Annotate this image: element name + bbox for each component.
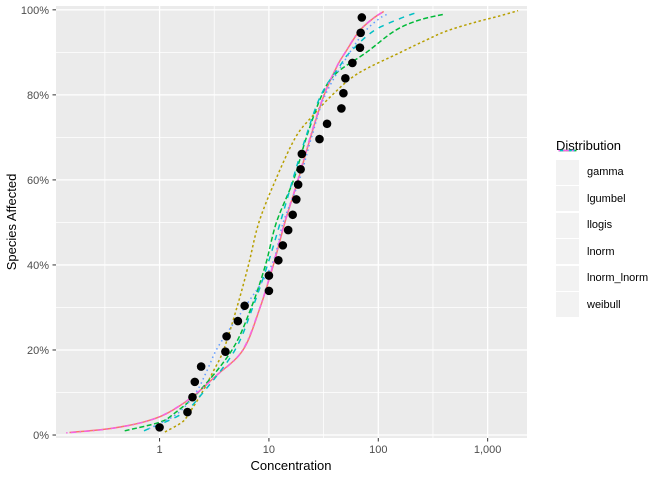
y-tick-label: 20%: [27, 345, 49, 357]
data-point: [341, 73, 350, 83]
legend-item-lnorm: lnorm: [556, 149, 648, 266]
y-tick-label: 60%: [27, 175, 49, 187]
legend-key-llogis: [556, 149, 579, 238]
legend-item-weibull: weibull: [556, 149, 648, 319]
data-point: [278, 241, 288, 250]
data-point: [315, 134, 324, 144]
data-point: [188, 392, 197, 402]
axis-tick-labels: 1 10 100 1,000 0% 20% 40% 60% 80% 100%: [21, 5, 502, 456]
gridlines-minor: [56, 6, 527, 438]
data-point: [355, 43, 365, 52]
legend-key-gamma: [556, 149, 579, 185]
curve-llogis: [124, 13, 445, 432]
data-point: [221, 347, 230, 356]
legend-key-weibull: [556, 149, 579, 318]
data-point: [183, 407, 192, 417]
data-point: [339, 88, 348, 98]
y-tick-label: 80%: [27, 90, 49, 102]
data-point: [274, 255, 283, 265]
gridlines-major: [56, 6, 527, 438]
x-tick-label: 100: [369, 444, 387, 456]
curve-weibull: [66, 11, 383, 434]
data-point: [356, 28, 365, 38]
data-point: [296, 164, 305, 174]
legend-item-llogis: llogis: [556, 149, 648, 239]
legend-key-lgumbel: [556, 149, 579, 212]
data-point: [357, 13, 367, 22]
data-point: [233, 316, 243, 326]
legend: Distribution gamma lgumbel llogis lnorm lnor…: [556, 138, 648, 318]
data-point: [196, 362, 206, 371]
data-point: [283, 225, 293, 235]
curve-lgumbel: [164, 9, 519, 433]
data-point: [264, 286, 274, 296]
data-point: [293, 180, 303, 189]
axis-ticks: [52, 9, 489, 442]
data-point: [155, 423, 164, 432]
data-point: [264, 271, 274, 280]
data-point: [288, 210, 298, 220]
data-point: [348, 58, 357, 68]
data-point: [222, 332, 231, 341]
scatter-points: [155, 13, 367, 432]
legend-label-weibull: weibull: [587, 298, 621, 311]
legend-title: Distribution: [556, 138, 622, 153]
y-tick-label: 100%: [21, 5, 49, 17]
data-point: [322, 119, 332, 129]
y-tick-label: 40%: [27, 260, 49, 272]
x-tick-label: 1,000: [474, 444, 502, 456]
data-point: [297, 149, 307, 159]
legend-item-lgumbel: lgumbel: [556, 149, 648, 213]
legend-key-lnorm_lnorm: [556, 149, 579, 291]
y-axis-title: Species Affected: [4, 174, 19, 271]
data-point: [292, 195, 301, 204]
legend-item-lnorm_lnorm: lnorm_lnorm: [556, 149, 649, 292]
legend-label-llogis: llogis: [587, 219, 613, 232]
legend-label-lnorm_lnorm: lnorm_lnorm: [587, 272, 649, 285]
x-tick-label: 10: [263, 444, 275, 456]
data-point: [190, 377, 200, 387]
legend-label-lnorm: lnorm: [587, 245, 615, 258]
x-axis-title: Concentration: [251, 458, 332, 473]
data-point: [337, 104, 346, 113]
legend-label-lgumbel: lgumbel: [587, 192, 626, 205]
legend-label-gamma: gamma: [587, 166, 624, 179]
data-point: [240, 301, 249, 311]
legend-key-lnorm: [556, 149, 579, 265]
plot-panel: [56, 6, 527, 438]
y-tick-label: 0%: [33, 430, 49, 442]
x-tick-label: 1: [156, 444, 162, 456]
